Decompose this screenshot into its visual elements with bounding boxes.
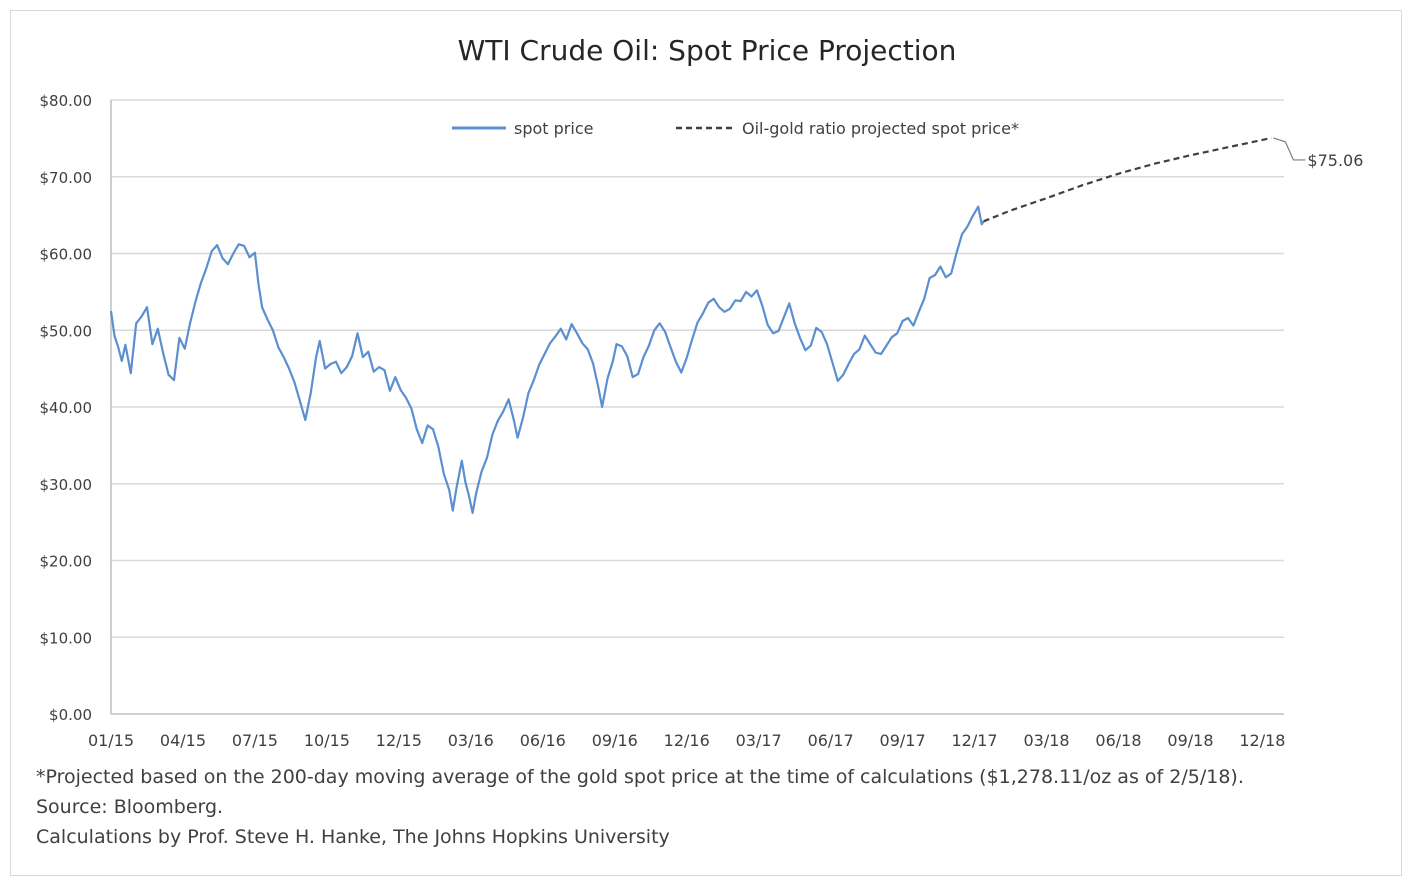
legend-label-spot-price: spot price <box>514 119 593 138</box>
footnote-projection: *Projected based on the 200-day moving a… <box>36 766 1244 788</box>
y-tick-label: $50.00 <box>40 322 93 340</box>
legend: spot price Oil-gold ratio projected spot … <box>452 119 1019 138</box>
x-tick-label: 06/17 <box>808 731 854 750</box>
chart-frame <box>10 10 1402 876</box>
x-tick-label: 03/18 <box>1023 731 1069 750</box>
x-tick-label: 12/18 <box>1239 731 1285 750</box>
gridlines <box>111 99 1284 638</box>
y-tick-label: $20.00 <box>40 553 93 571</box>
y-tick-label: $80.00 <box>40 92 93 110</box>
projected-spot-price-line <box>983 136 1272 223</box>
x-tick-label: 03/17 <box>736 731 782 750</box>
y-axis-tick-labels: $0.00 $10.00 $20.00 $30.00 $40.00 $50.00 $60.0… <box>40 92 93 724</box>
x-tick-label: 07/15 <box>232 731 278 750</box>
annotation-label: $75.06 <box>1307 151 1363 170</box>
y-tick-label: $60.00 <box>40 246 93 264</box>
y-tick-label: $70.00 <box>40 169 93 187</box>
x-tick-label: 12/17 <box>952 731 998 750</box>
axes <box>110 100 1284 715</box>
x-tick-label: 09/17 <box>880 731 926 750</box>
x-axis-tick-labels: 01/15 04/15 07/15 10/15 12/15 03/16 06/16 09/16… <box>88 731 1286 750</box>
annotation-leader-line <box>1273 137 1306 161</box>
x-tick-label: 12/16 <box>664 731 710 750</box>
x-tick-label: 09/16 <box>592 731 638 750</box>
y-tick-label: $40.00 <box>40 399 93 417</box>
x-tick-label: 03/16 <box>448 731 494 750</box>
y-tick-label: $10.00 <box>40 629 93 647</box>
x-tick-label: 01/15 <box>88 731 134 750</box>
footnote-source: Source: Bloomberg. <box>36 796 224 818</box>
footnotes: *Projected based on the 200-day moving a… <box>36 762 1244 852</box>
spot-price-line <box>109 205 985 514</box>
y-tick-label: $30.00 <box>40 476 93 494</box>
x-tick-label: 06/16 <box>520 731 566 750</box>
footnote-credit: Calculations by Prof. Steve H. Hanke, Th… <box>36 826 670 848</box>
x-tick-label: 10/15 <box>304 731 350 750</box>
chart-title: WTI Crude Oil: Spot Price Projection <box>458 34 957 67</box>
legend-label-projected: Oil-gold ratio projected spot price* <box>742 119 1019 138</box>
annotations: $75.06 <box>1273 137 1363 170</box>
x-tick-label: 12/15 <box>376 731 422 750</box>
x-tick-label: 04/15 <box>160 731 206 750</box>
y-tick-label: $0.00 <box>49 706 92 724</box>
series-lines <box>109 136 1272 514</box>
x-tick-label: 09/18 <box>1167 731 1213 750</box>
x-tick-label: 06/18 <box>1095 731 1141 750</box>
